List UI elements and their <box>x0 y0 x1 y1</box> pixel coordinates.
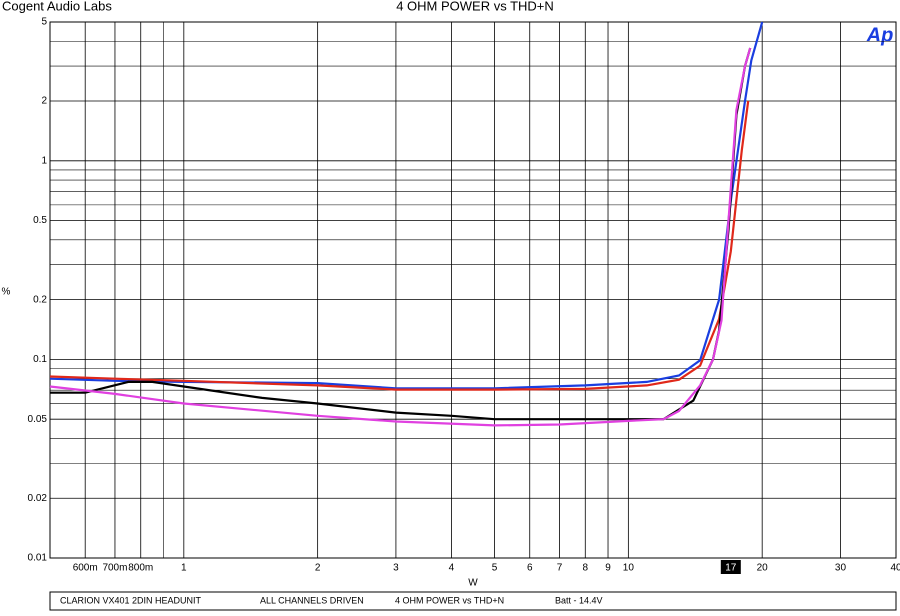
x-tick-label: 20 <box>757 563 769 574</box>
x-tick-label: 7 <box>557 563 563 574</box>
x-tick-label: 10 <box>623 563 635 574</box>
y-axis-label: % <box>2 287 11 298</box>
x-tick-label: 3 <box>393 563 399 574</box>
x-tick-label: 1 <box>181 563 187 574</box>
x-tick-label: 40 <box>890 563 900 574</box>
y-tick-label: 5 <box>41 17 47 28</box>
x-tick-label: 5 <box>492 563 498 574</box>
x-tick-label: 2 <box>315 563 321 574</box>
cursor-label: 17 <box>725 563 737 574</box>
footer-text: ALL CHANNELS DRIVEN <box>260 595 364 605</box>
y-tick-label: 0.01 <box>28 553 48 564</box>
series-line <box>50 47 752 421</box>
chart-title: 4 OHM POWER vs THD+N <box>396 0 554 13</box>
y-tick-label: 0.02 <box>28 493 48 504</box>
footer-box <box>49 591 897 611</box>
lab-name: Cogent Audio Labs <box>2 0 112 13</box>
footer-text: Batt - 14.4V <box>555 595 603 605</box>
x-tick-label: 800m <box>128 563 153 574</box>
x-tick-label: 4 <box>449 563 455 574</box>
x-tick-label: 9 <box>605 563 611 574</box>
x-tick-label: 700m <box>102 563 127 574</box>
x-tick-label: 8 <box>582 563 588 574</box>
footer-text: 4 OHM POWER vs THD+N <box>395 595 504 605</box>
cursor-box <box>720 560 741 574</box>
x-tick-label: 6 <box>527 563 533 574</box>
x-axis-label: W <box>468 578 478 589</box>
y-tick-label: 0.2 <box>33 294 47 305</box>
series-line <box>49 47 752 427</box>
plot-frame <box>49 21 897 559</box>
series-line <box>49 100 750 391</box>
y-tick-label: 0.1 <box>33 354 47 365</box>
logo: Ap <box>866 24 894 46</box>
y-tick-label: 1 <box>41 155 47 166</box>
y-tick-label: 0.05 <box>28 414 48 425</box>
x-tick-label: 600m <box>73 563 98 574</box>
y-tick-label: 0.5 <box>33 215 47 226</box>
footer-text: CLARION VX401 2DIN HEADUNIT <box>60 595 202 605</box>
x-tick-label: 30 <box>835 563 847 574</box>
y-tick-label: 2 <box>41 96 47 107</box>
